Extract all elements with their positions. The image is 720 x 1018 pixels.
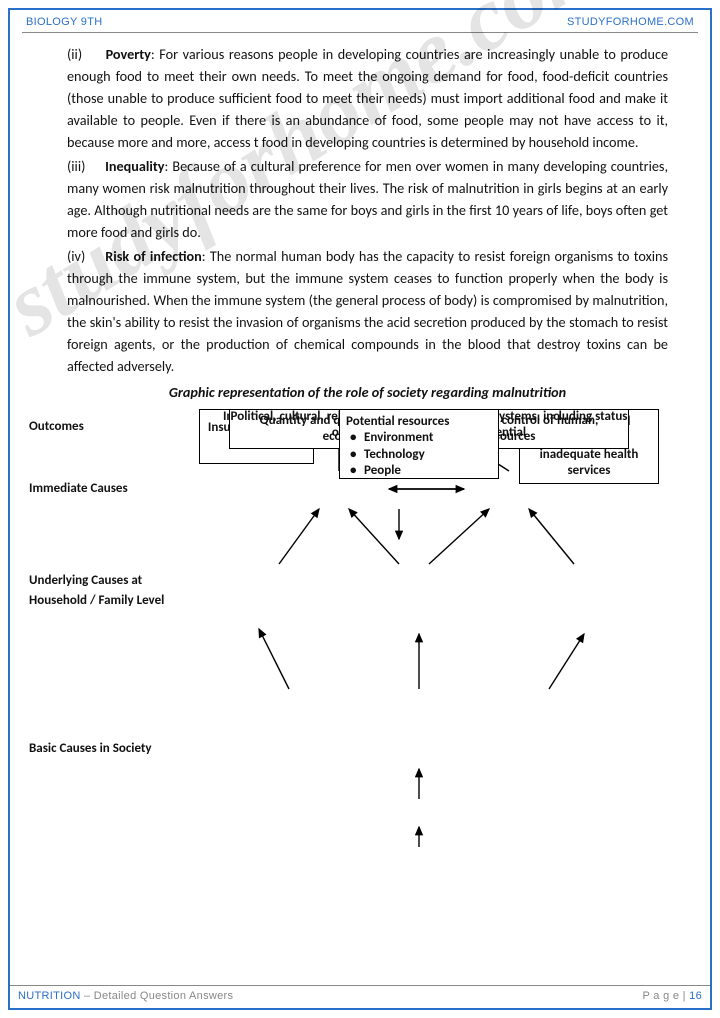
para-num: (iv) <box>67 245 101 267</box>
content-area: studyforhome.com (ii) Poverty: For vario… <box>22 33 698 899</box>
flowchart: Outcomes Immediate Causes Underlying Cau… <box>29 409 669 899</box>
diagram-title: Graphic representation of the role of so… <box>67 381 668 403</box>
label-outcomes: Outcomes <box>29 417 199 437</box>
res-item: Technology <box>350 447 433 463</box>
header-left: Biology 9th <box>26 16 102 28</box>
footer-page-label: P a g e | <box>643 990 690 1002</box>
resources-title: Potential resources <box>346 414 449 430</box>
footer-left: NUTRITION – Detailed Question Answers <box>18 990 233 1002</box>
para-head: Inequality <box>105 157 164 175</box>
res-item: Environment <box>350 430 433 446</box>
para-num: (iii) <box>67 155 101 177</box>
footer-page-num: 16 <box>689 990 702 1002</box>
para-num: (ii) <box>67 43 101 65</box>
resources-list: Environment Technology People <box>346 430 433 479</box>
paragraph-iv: (iv) Risk of infection: The normal human… <box>67 245 668 377</box>
para-body: : For various reasons people in developi… <box>67 45 668 151</box>
res-item: People <box>350 463 433 479</box>
header-right: STUDYFORHOME.COM <box>567 16 694 28</box>
para-head: Risk of infection <box>105 247 202 265</box>
page-footer: NUTRITION – Detailed Question Answers P … <box>10 985 710 1008</box>
footer-sub: – Detailed Question Answers <box>81 990 234 1002</box>
node-resources: Potential resources Environment Technolo… <box>339 409 499 479</box>
paragraph-iii: (iii) Inequality: Because of a cultural … <box>67 155 668 243</box>
page-header: Biology 9th STUDYFORHOME.COM <box>22 10 698 33</box>
footer-chapter: NUTRITION <box>18 990 81 1002</box>
para-body: : The normal human body has the capacity… <box>67 247 668 375</box>
page-inner: Biology 9th STUDYFORHOME.COM studyforhom… <box>10 10 710 1008</box>
paragraph-ii: (ii) Poverty: For various reasons people… <box>67 43 668 153</box>
label-underlying: Underlying Causes at Household / Family … <box>29 571 199 611</box>
label-basic: Basic Causes in Society <box>29 739 199 759</box>
label-immediate: Immediate Causes <box>29 479 199 499</box>
footer-right: P a g e | 16 <box>643 990 702 1002</box>
para-head: Poverty <box>106 45 151 63</box>
